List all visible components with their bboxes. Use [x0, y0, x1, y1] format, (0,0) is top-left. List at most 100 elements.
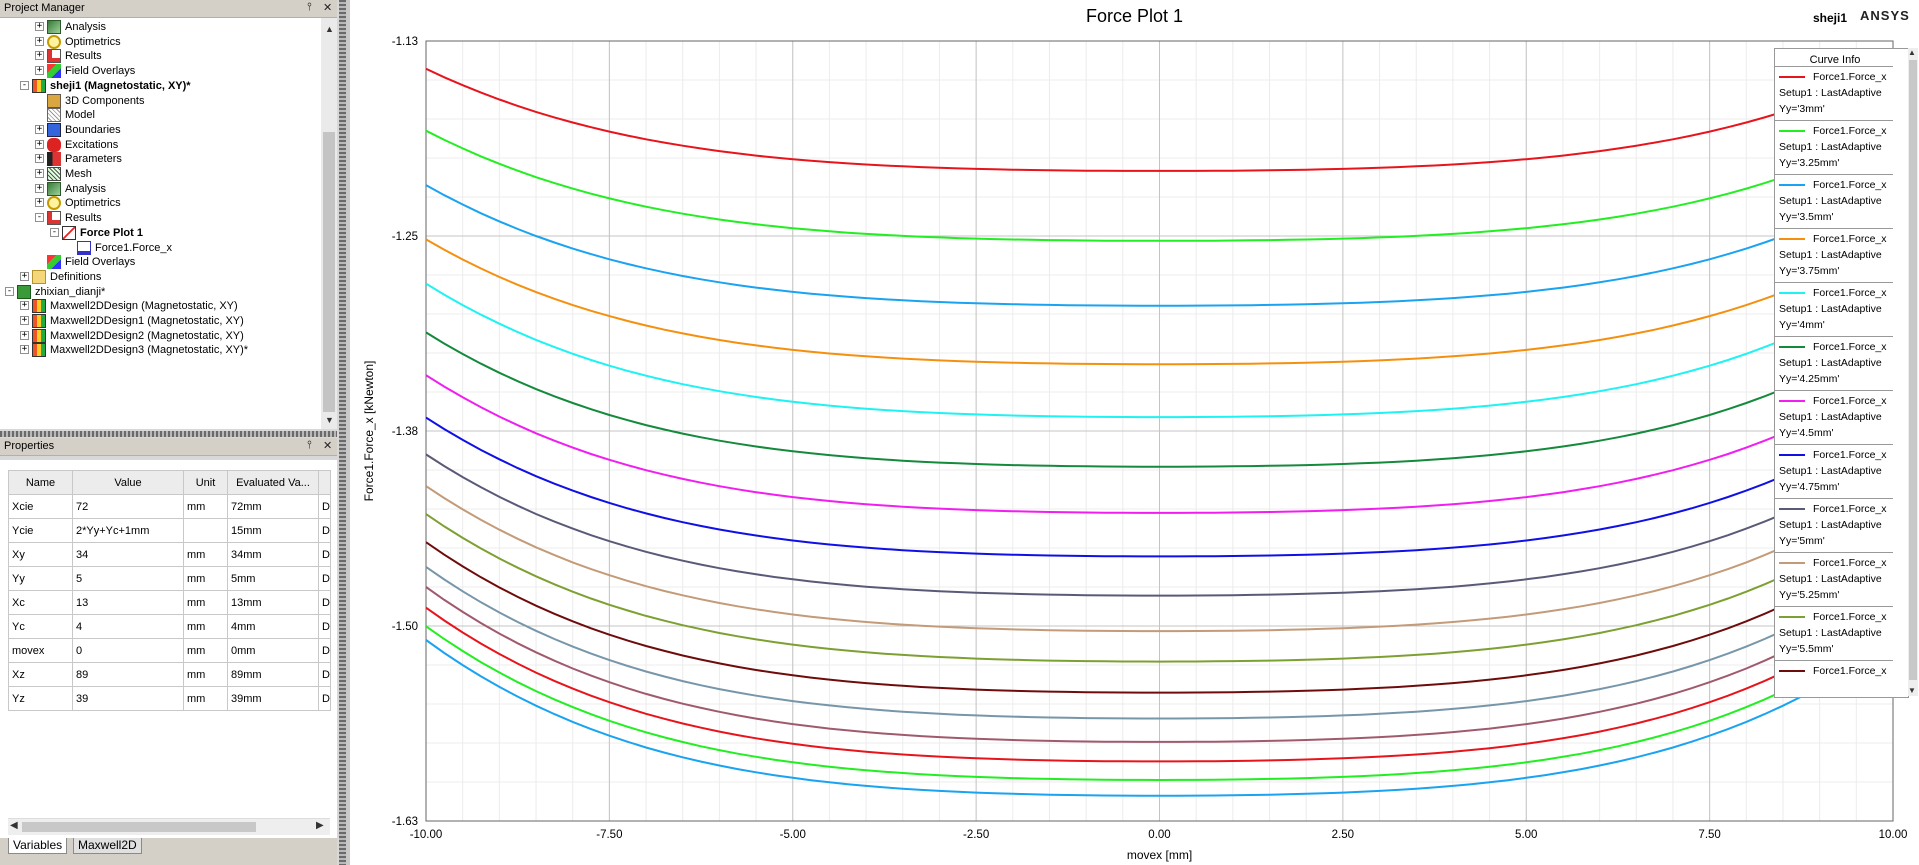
table-cell[interactable]: Xcie — [8, 494, 73, 519]
legend-item[interactable]: Force1.Force_x Setup1 : LastAdaptive Yy='3… — [1775, 228, 1893, 283]
properties-hscrollbar[interactable]: ◀ ▶ — [8, 818, 330, 835]
table-cell[interactable]: mm — [183, 686, 228, 711]
table-cell[interactable]: mm — [183, 494, 228, 519]
tab-maxwell2d[interactable]: Maxwell2D — [73, 838, 142, 854]
legend-item[interactable]: Force1.Force_x Setup1 : LastAdaptive Yy='3… — [1775, 120, 1893, 175]
legend-item[interactable]: Force1.Force_x Setup1 : LastAdaptive Yy='5… — [1775, 552, 1893, 607]
legend-item[interactable]: Force1.Force_x Setup1 : LastAdaptive Yy='4… — [1775, 282, 1893, 337]
table-row[interactable]: Yz 39 mm 39mm D — [8, 686, 331, 711]
expand-icon[interactable]: + — [20, 270, 29, 281]
table-cell[interactable]: Xz — [8, 662, 73, 687]
expand-icon[interactable]: + — [35, 153, 44, 164]
table-row[interactable]: movex 0 mm 0mm D — [8, 638, 331, 663]
table-cell[interactable]: 39 — [72, 686, 184, 711]
table-cell[interactable]: D — [318, 638, 331, 663]
close-icon[interactable]: ✕ — [323, 2, 333, 14]
expand-icon[interactable]: + — [35, 138, 44, 149]
table-cell[interactable]: 2*Yy+Yc+1mm — [72, 518, 184, 543]
expand-icon[interactable]: + — [35, 65, 44, 76]
table-cell[interactable]: 5mm — [227, 566, 319, 591]
column-header[interactable]: Unit — [183, 470, 228, 495]
table-cell[interactable]: mm — [183, 566, 228, 591]
collapse-icon[interactable]: - — [5, 285, 14, 296]
table-cell[interactable]: mm — [183, 542, 228, 567]
table-row[interactable]: Xcie 72 mm 72mm D — [8, 494, 331, 519]
collapse-icon[interactable]: - — [50, 226, 59, 237]
expand-icon[interactable]: + — [35, 50, 44, 61]
collapse-icon[interactable]: - — [35, 212, 44, 223]
table-cell[interactable]: D — [318, 518, 331, 543]
table-cell[interactable]: D — [318, 566, 331, 591]
close-icon[interactable]: ✕ — [323, 440, 333, 452]
pin-icon[interactable]: ⫯ — [307, 1, 312, 13]
table-cell[interactable]: D — [318, 494, 331, 519]
table-cell[interactable]: 39mm — [227, 686, 319, 711]
column-header[interactable]: Name — [8, 470, 73, 495]
table-row[interactable]: Xc 13 mm 13mm D — [8, 590, 331, 615]
collapse-icon[interactable]: - — [20, 79, 29, 90]
table-cell[interactable]: 4 — [72, 614, 184, 639]
expand-icon[interactable]: + — [35, 123, 44, 134]
table-cell[interactable]: 34 — [72, 542, 184, 567]
table-cell[interactable]: 0mm — [227, 638, 319, 663]
column-header[interactable] — [318, 470, 331, 495]
legend-item[interactable]: Force1.Force_x Setup1 : LastAdaptive Yy='4… — [1775, 444, 1893, 499]
table-cell[interactable]: 89 — [72, 662, 184, 687]
scroll-left-icon[interactable]: ◀ — [10, 820, 18, 831]
column-header[interactable]: Value — [72, 470, 184, 495]
scroll-up-icon[interactable]: ▲ — [325, 24, 334, 34]
project-tree-scrollbar[interactable]: ▲ ▼ — [321, 18, 337, 429]
table-cell[interactable]: 89mm — [227, 662, 319, 687]
table-cell[interactable]: mm — [183, 614, 228, 639]
scroll-thumb[interactable] — [1909, 60, 1917, 680]
expand-icon[interactable]: + — [20, 329, 29, 340]
table-cell[interactable]: 13 — [72, 590, 184, 615]
table-cell[interactable]: mm — [183, 590, 228, 615]
expand-icon[interactable]: + — [20, 344, 29, 355]
table-cell[interactable]: 15mm — [227, 518, 319, 543]
expand-icon[interactable]: + — [20, 300, 29, 311]
scroll-right-icon[interactable]: ▶ — [316, 820, 324, 831]
table-row[interactable]: Xz 89 mm 89mm D — [8, 662, 331, 687]
table-row[interactable]: Yc 4 mm 4mm D — [8, 614, 331, 639]
table-cell[interactable]: D — [318, 686, 331, 711]
column-header[interactable]: Evaluated Va... — [227, 470, 319, 495]
expand-icon[interactable]: + — [35, 168, 44, 178]
table-cell[interactable]: mm — [183, 638, 228, 663]
table-cell[interactable]: movex — [8, 638, 73, 663]
table-cell[interactable]: 0 — [72, 638, 184, 663]
legend-item[interactable]: Force1.Force_x Setup1 : LastAdaptive Yy='3… — [1775, 174, 1893, 229]
scroll-thumb[interactable] — [22, 822, 256, 832]
expand-icon[interactable]: + — [35, 35, 44, 46]
legend-item[interactable]: Force1.Force_x Setup1 : LastAdaptive Yy='4… — [1775, 336, 1893, 391]
vertical-splitter[interactable] — [339, 0, 346, 865]
expand-icon[interactable]: + — [35, 197, 44, 208]
table-row[interactable]: Xy 34 mm 34mm D — [8, 542, 331, 567]
scroll-down-icon[interactable]: ▼ — [325, 415, 334, 425]
legend-item[interactable]: Force1.Force_x Setup1 : LastAdaptive Yy='5… — [1775, 498, 1893, 553]
expand-icon[interactable]: + — [35, 182, 44, 193]
expand-icon[interactable]: + — [35, 21, 44, 31]
legend-item[interactable]: Force1.Force_x — [1775, 660, 1893, 697]
table-cell[interactable]: 4mm — [227, 614, 319, 639]
tab-variables[interactable]: Variables — [8, 838, 68, 854]
table-cell[interactable]: 72 — [72, 494, 184, 519]
table-cell[interactable]: Ycie — [8, 518, 73, 543]
table-cell[interactable]: mm — [183, 662, 228, 687]
scroll-up-icon[interactable]: ▲ — [1908, 48, 1916, 57]
table-cell[interactable]: 5 — [72, 566, 184, 591]
legend-scrollbar[interactable]: ▲ ▼ — [1908, 48, 1918, 696]
table-row[interactable]: Ycie 2*Yy+Yc+1mm 15mm D — [8, 518, 331, 543]
table-cell[interactable]: Yc — [8, 614, 73, 639]
table-cell[interactable]: 72mm — [227, 494, 319, 519]
table-cell[interactable]: Yy — [8, 566, 73, 591]
table-row[interactable]: Yy 5 mm 5mm D — [8, 566, 331, 591]
table-cell[interactable]: D — [318, 542, 331, 567]
table-cell[interactable]: Xc — [8, 590, 73, 615]
scroll-down-icon[interactable]: ▼ — [1908, 686, 1916, 695]
legend-item[interactable]: Force1.Force_x Setup1 : LastAdaptive Yy='3… — [1775, 66, 1893, 121]
table-cell[interactable]: Xy — [8, 542, 73, 567]
table-cell[interactable]: 34mm — [227, 542, 319, 567]
legend-item[interactable]: Force1.Force_x Setup1 : LastAdaptive Yy='5… — [1775, 606, 1893, 661]
panel-splitter[interactable] — [0, 431, 337, 437]
